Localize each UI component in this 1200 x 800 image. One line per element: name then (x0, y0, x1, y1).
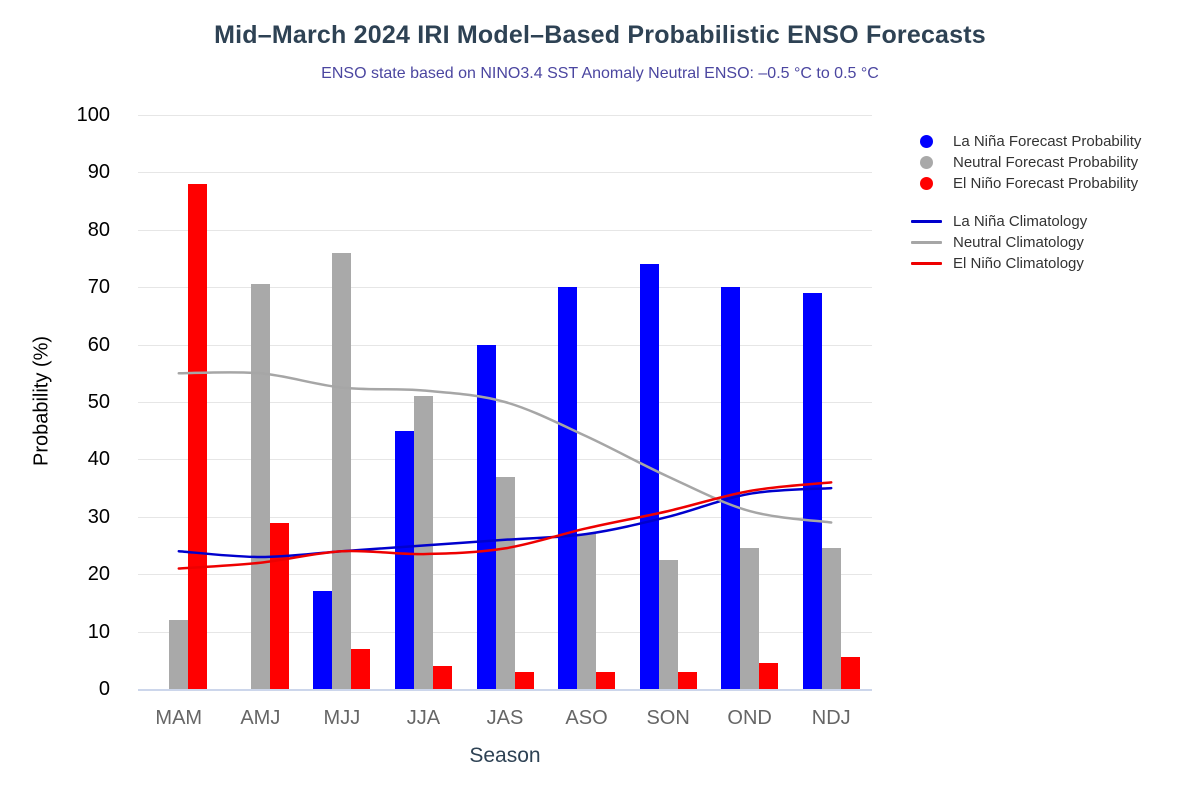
legend-item-el-niño-climatology[interactable]: El Niño Climatology (905, 253, 1141, 274)
gridline-40 (138, 459, 872, 461)
legend-dot-icon (920, 177, 933, 190)
legend-label: Neutral Climatology (953, 234, 1084, 251)
legend-item-neutral-climatology[interactable]: Neutral Climatology (905, 232, 1141, 253)
bar-el-jja (432, 666, 452, 689)
legend-label: La Niña Climatology (953, 213, 1088, 230)
chart-subtitle: ENSO state based on NINO3.4 SST Anomaly … (321, 65, 879, 82)
bar-el-ond (759, 663, 779, 689)
x-tick-label-ond: OND (727, 707, 772, 729)
bar-el-son (677, 671, 697, 689)
bar-neutral-jas (495, 476, 515, 689)
legend-label: La Niña Forecast Probability (953, 133, 1142, 150)
legend: La Niña Forecast Probability Neutral Fore… (905, 131, 1141, 274)
x-tick-label-son: SON (646, 707, 690, 729)
gridline-100 (138, 115, 872, 116)
legend-item-neutral-forecast-probability[interactable]: Neutral Forecast Probability (905, 152, 1141, 173)
bar-la-aso (558, 287, 578, 689)
gridline-90 (138, 172, 872, 174)
legend-dot-icon (920, 135, 933, 148)
bar-neutral-amj (250, 284, 270, 689)
y-tick-label-0: 0 (98, 678, 110, 700)
y-tick-label-80: 80 (87, 218, 110, 241)
y-tick-label-30: 30 (87, 505, 110, 528)
gridline-50 (138, 402, 872, 403)
y-tick-label-50: 50 (87, 391, 110, 413)
bar-la-jas (476, 344, 496, 689)
x-tick-label-jas: JAS (486, 707, 524, 729)
x-tick-label-jja: JJA (406, 707, 441, 729)
bar-neutral-jja (413, 396, 433, 689)
legend-item-el-niño-forecast-probability[interactable]: El Niño Forecast Probability (905, 173, 1141, 194)
legend-line-icon (911, 262, 942, 265)
x-tick-label-mam: MAM (155, 707, 203, 729)
y-tick-label-70: 70 (87, 276, 110, 299)
bar-el-mjj (351, 648, 371, 689)
gridline-60 (138, 344, 872, 346)
bar-el-jas (514, 671, 534, 689)
y-tick-label-60: 60 (87, 333, 110, 356)
gridline-70 (138, 287, 872, 289)
bar-la-ond (721, 287, 741, 689)
legend-line-icon (911, 241, 942, 244)
legend-item-la-niña-forecast-probability[interactable]: La Niña Forecast Probability (905, 131, 1141, 152)
y-tick-label-90: 90 (87, 161, 110, 184)
legend-label: El Niño Forecast Probability (953, 175, 1139, 192)
y-tick-label-10: 10 (87, 620, 110, 643)
x-axis-line (138, 689, 872, 691)
bar-neutral-ndj (821, 548, 841, 689)
bar-neutral-son (658, 559, 678, 689)
legend-dot-icon (920, 156, 933, 169)
plot-area (138, 115, 872, 691)
bar-la-jja (394, 430, 414, 689)
bar-neutral-mjj (332, 252, 352, 689)
y-tick-label-20: 20 (87, 563, 110, 586)
bar-la-ndj (802, 292, 822, 689)
bar-la-mjj (313, 591, 333, 689)
y-tick-label-40: 40 (87, 448, 110, 471)
bar-el-mam (188, 183, 208, 689)
legend-group-gap (905, 194, 1141, 211)
bar-la-son (639, 264, 659, 689)
bar-neutral-aso (577, 534, 597, 689)
legend-item-la-niña-climatology[interactable]: La Niña Climatology (905, 211, 1141, 232)
x-tick-label-mjj: MJJ (323, 707, 361, 729)
bar-neutral-ond (740, 548, 760, 689)
bar-el-aso (596, 671, 616, 689)
gridline-80 (138, 229, 872, 231)
bar-el-ndj (840, 657, 860, 689)
bar-el-amj (269, 522, 289, 689)
y-tick-label-100: 100 (76, 104, 110, 126)
chart-title: Mid–March 2024 IRI Model–Based Probabili… (214, 21, 986, 49)
legend-label: Neutral Forecast Probability (953, 154, 1139, 171)
x-tick-label-aso: ASO (565, 707, 608, 729)
bar-neutral-mam (169, 620, 189, 689)
x-axis-title: Season (469, 744, 541, 767)
legend-line-icon (911, 220, 942, 223)
x-tick-label-amj: AMJ (240, 707, 281, 729)
x-tick-label-ndj: NDJ (811, 707, 851, 729)
legend-label: El Niño Climatology (953, 255, 1084, 272)
